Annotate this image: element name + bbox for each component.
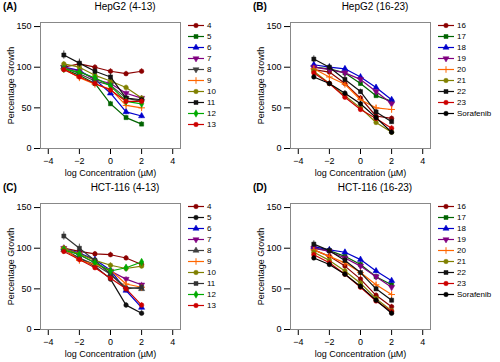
html-text:Sorafenib: Sorafenib: [457, 290, 492, 299]
svg-text:Percentage Growth: Percentage Growth: [256, 47, 266, 125]
svg-text:150: 150: [266, 21, 281, 31]
svg-text:−4: −4: [293, 156, 303, 166]
svg-text:100: 100: [266, 243, 281, 253]
svg-text:log Concentration (µM): log Concentration (µM): [315, 349, 407, 359]
svg-text:4: 4: [420, 337, 425, 347]
svg-text:100: 100: [266, 62, 281, 72]
svg-text:Percentage Growth: Percentage Growth: [256, 228, 266, 306]
html-text:18: 18: [457, 224, 466, 233]
html-text:6: 6: [207, 43, 212, 52]
svg-text:−2: −2: [324, 156, 334, 166]
svg-text:log Concentration (µM): log Concentration (µM): [65, 168, 157, 178]
html-text:23: 23: [457, 279, 466, 288]
svg-text:0: 0: [358, 156, 363, 166]
html-text:19: 19: [457, 235, 466, 244]
svg-text:50: 50: [21, 284, 31, 294]
svg-text:2: 2: [389, 156, 394, 166]
html-text:13: 13: [207, 120, 216, 129]
html-text:20: 20: [457, 65, 466, 74]
svg-text:0: 0: [26, 143, 31, 153]
svg-text:150: 150: [266, 202, 281, 212]
html-text:(C): (C): [3, 182, 17, 193]
svg-text:0: 0: [108, 337, 113, 347]
html-text:20: 20: [457, 246, 466, 255]
html-text:12: 12: [207, 290, 216, 299]
svg-text:2: 2: [139, 337, 144, 347]
svg-text:0: 0: [358, 337, 363, 347]
svg-text:50: 50: [271, 284, 281, 294]
html-text:22: 22: [457, 87, 466, 96]
html-text:HepG2 (4-13): HepG2 (4-13): [94, 1, 156, 12]
html-text:HepG2 (16-23): HepG2 (16-23): [341, 1, 409, 12]
html-text:7: 7: [207, 54, 212, 63]
html-text:22: 22: [457, 268, 466, 277]
svg-text:log Concentration (µM): log Concentration (µM): [315, 168, 407, 178]
html-text:(D): (D): [253, 182, 267, 193]
html-text:5: 5: [207, 213, 212, 222]
svg-text:Percentage Growth: Percentage Growth: [6, 228, 16, 306]
html-text:13: 13: [207, 301, 216, 310]
html-text:11: 11: [207, 98, 216, 107]
svg-text:0: 0: [26, 324, 31, 334]
html-text:8: 8: [207, 246, 212, 255]
svg-text:Percentage Growth: Percentage Growth: [6, 47, 16, 125]
html-text:9: 9: [207, 257, 212, 266]
html-text:23: 23: [457, 98, 466, 107]
html-text:11: 11: [207, 279, 216, 288]
html-text:(B): (B): [253, 1, 267, 12]
svg-text:150: 150: [16, 202, 31, 212]
svg-text:50: 50: [271, 103, 281, 113]
html-text:6: 6: [207, 224, 212, 233]
html-text:4: 4: [207, 21, 212, 30]
svg-text:4: 4: [170, 337, 175, 347]
html-text:HCT-116 (4-13): HCT-116 (4-13): [90, 182, 160, 193]
html-text:21: 21: [457, 76, 466, 85]
svg-text:−2: −2: [324, 337, 334, 347]
html-text:(A): (A): [3, 1, 17, 12]
svg-text:100: 100: [16, 62, 31, 72]
html-text:16: 16: [457, 21, 466, 30]
html-text:HCT-116 (16-23): HCT-116 (16-23): [337, 182, 413, 193]
html-text:9: 9: [207, 76, 212, 85]
svg-text:0: 0: [276, 143, 281, 153]
svg-text:−2: −2: [74, 337, 84, 347]
svg-text:log Concentration (µM): log Concentration (µM): [65, 349, 157, 359]
html-text:17: 17: [457, 32, 466, 41]
svg-text:−4: −4: [293, 337, 303, 347]
svg-text:4: 4: [420, 156, 425, 166]
html-text:4: 4: [207, 202, 212, 211]
svg-text:0: 0: [108, 156, 113, 166]
html-text:8: 8: [207, 65, 212, 74]
html-text:Sorafenib: Sorafenib: [457, 109, 492, 118]
svg-text:−2: −2: [74, 156, 84, 166]
html-text:7: 7: [207, 235, 212, 244]
svg-text:50: 50: [21, 103, 31, 113]
svg-text:−4: −4: [43, 337, 53, 347]
svg-text:−4: −4: [43, 156, 53, 166]
svg-text:100: 100: [16, 243, 31, 253]
html-text:12: 12: [207, 109, 216, 118]
html-text:16: 16: [457, 202, 466, 211]
html-text:21: 21: [457, 257, 466, 266]
html-text:18: 18: [457, 43, 466, 52]
svg-text:4: 4: [170, 156, 175, 166]
html-text:5: 5: [207, 32, 212, 41]
html-text:10: 10: [207, 268, 216, 277]
svg-text:2: 2: [389, 337, 394, 347]
html-text:10: 10: [207, 87, 216, 96]
html-text:17: 17: [457, 213, 466, 222]
svg-text:2: 2: [139, 156, 144, 166]
html-text:19: 19: [457, 54, 466, 63]
svg-text:0: 0: [276, 324, 281, 334]
svg-text:150: 150: [16, 21, 31, 31]
